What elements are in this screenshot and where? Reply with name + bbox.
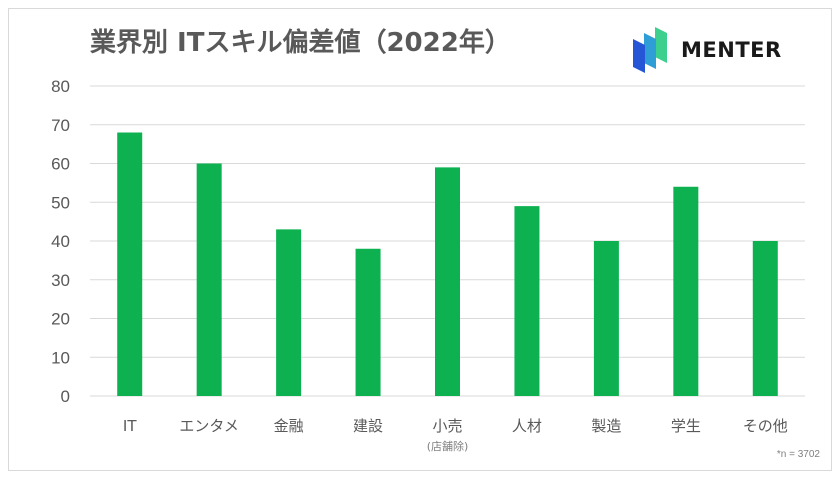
y-tick-label: 70 <box>51 116 70 135</box>
bar-2 <box>276 229 302 396</box>
bar-6 <box>593 241 619 396</box>
x-category-label: 製造 <box>591 417 621 435</box>
x-category-label: 建設 <box>353 417 383 435</box>
menter-logo-text: MENTER <box>681 38 782 62</box>
bars <box>117 132 778 396</box>
bar-7 <box>673 186 699 396</box>
sample-size-note: *n = 3702 <box>776 449 820 460</box>
bar-3 <box>355 248 381 396</box>
bar-8 <box>752 241 778 396</box>
chart-title: 業界別 ITスキル偏差値（2022年） <box>90 28 511 58</box>
menter-logo-icon <box>633 27 667 73</box>
y-tick-label: 20 <box>51 310 70 329</box>
y-tick-label: 10 <box>51 348 70 367</box>
x-category-sublabel: (店舗除) <box>427 439 469 453</box>
bar-0 <box>117 132 143 396</box>
y-tick-label: 50 <box>51 193 70 212</box>
x-category-label: その他 <box>743 417 788 435</box>
x-category-label: 学生 <box>671 417 701 435</box>
y-tick-label: 40 <box>51 232 70 251</box>
y-tick-label: 0 <box>61 387 70 406</box>
x-category-label: 小売 <box>432 417 462 435</box>
bar-1 <box>196 163 222 396</box>
x-category-label: エンタメ <box>179 417 239 435</box>
x-axis-categories: IT エンタメ 金融 建設 小売 (店舗除) 人材 製造 学生 その他 <box>123 417 788 453</box>
x-category-label: 人材 <box>512 417 542 435</box>
y-tick-label: 30 <box>51 271 70 290</box>
y-tick-label: 80 <box>51 77 70 96</box>
bar-4 <box>435 167 460 396</box>
x-category-label: 金融 <box>274 417 304 435</box>
y-tick-label: 60 <box>51 155 70 174</box>
bar-5 <box>514 206 540 396</box>
x-category-label: IT <box>123 417 137 435</box>
y-axis-ticks: 0 10 20 30 40 50 60 70 80 <box>51 77 70 406</box>
menter-logo: MENTER <box>633 27 782 73</box>
